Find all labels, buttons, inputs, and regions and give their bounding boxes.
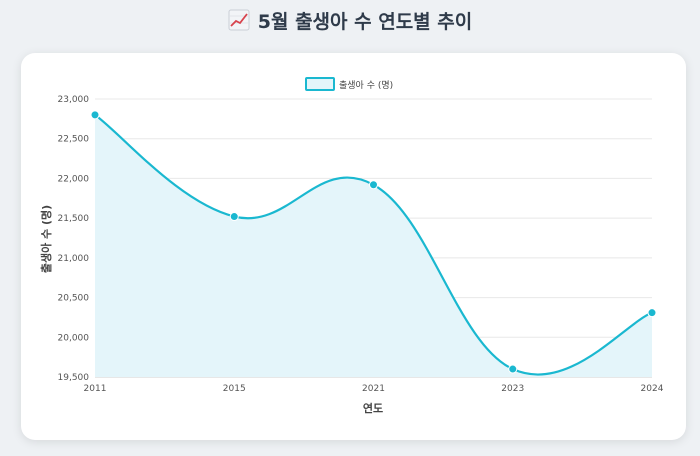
x-axis-ticks: 2011 2015 2021 2023 2024 bbox=[84, 384, 664, 394]
legend-swatch bbox=[305, 77, 335, 91]
data-point bbox=[90, 110, 100, 120]
y-tick-label: 22,500 bbox=[58, 135, 90, 145]
y-tick-label: 20,000 bbox=[58, 333, 90, 343]
page-title-text: 5월 출생아 수 연도별 추이 bbox=[257, 10, 473, 33]
chart-increasing-icon bbox=[228, 9, 250, 31]
x-axis-title: 연도 bbox=[363, 401, 383, 415]
y-axis-title: 출생아 수 (명) bbox=[39, 205, 53, 273]
x-tick-label: 2015 bbox=[223, 384, 246, 394]
x-tick-label: 2021 bbox=[362, 384, 385, 394]
chart-card: 23,000 22,500 22,000 21,500 21,000 20,500 20,0… bbox=[21, 53, 686, 440]
line-chart: 23,000 22,500 22,000 21,500 21,000 20,500 20,0… bbox=[39, 77, 664, 415]
data-point bbox=[508, 364, 518, 374]
data-point bbox=[369, 180, 378, 190]
y-tick-label: 20,500 bbox=[58, 294, 90, 304]
series-area-fill bbox=[95, 114, 652, 377]
y-tick-label: 22,000 bbox=[58, 174, 90, 184]
y-axis-ticks: 23,000 22,500 22,000 21,500 21,000 20,500 20,0… bbox=[58, 95, 90, 383]
legend-label: 출생아 수 (명) bbox=[339, 80, 393, 91]
data-points bbox=[90, 110, 657, 374]
y-tick-label: 21,000 bbox=[58, 254, 90, 264]
x-tick-label: 2023 bbox=[501, 384, 524, 394]
x-tick-label: 2011 bbox=[84, 384, 107, 394]
legend[interactable]: 출생아 수 (명) bbox=[305, 77, 393, 91]
x-tick-label: 2024 bbox=[641, 384, 664, 394]
y-tick-label: 23,000 bbox=[58, 95, 90, 105]
y-tick-label: 21,500 bbox=[58, 214, 90, 224]
data-point bbox=[647, 308, 657, 318]
page-title: 5월 출생아 수 연도별 추이 bbox=[0, 6, 700, 34]
y-tick-label: 19,500 bbox=[58, 373, 90, 383]
data-point bbox=[229, 212, 239, 222]
